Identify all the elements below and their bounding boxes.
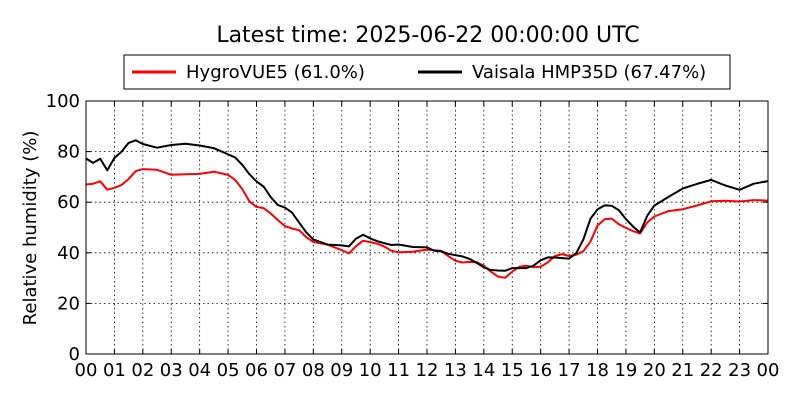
x-tick-label: 06 [245,360,268,381]
x-tick-label: 00 [757,360,780,381]
y-axis-label: Relative humidity (%) [20,131,41,326]
x-tick-label: 00 [75,360,98,381]
x-tick-label: 19 [614,360,637,381]
x-tick-label: 08 [302,360,325,381]
y-tick-label: 100 [46,91,80,112]
x-tick-label: 09 [330,360,353,381]
x-tick-label: 21 [671,360,694,381]
y-tick-label: 0 [69,344,80,365]
x-tick-label: 05 [217,360,240,381]
x-tick-label: 16 [529,360,552,381]
x-tick-label: 14 [472,360,495,381]
legend-label-vaisala: Vaisala HMP35D (67.47%) [472,62,706,83]
y-ticks: 0 20 40 60 80 100 [46,91,768,365]
x-ticks: 00 01 02 03 04 05 06 07 08 09 10 11 12 13 14 15 16 17 18 19… [75,101,780,381]
x-tick-label: 10 [359,360,382,381]
x-tick-label: 15 [501,360,524,381]
y-tick-label: 60 [57,192,80,213]
y-tick-label: 40 [57,243,80,264]
x-tick-label: 03 [160,360,183,381]
x-tick-label: 22 [700,360,723,381]
chart-title: Latest time: 2025-06-22 00:00:00 UTC [216,23,639,48]
y-tick-label: 80 [57,142,80,163]
legend: HygroVUE5 (61.0%) Vaisala HMP35D (67.47%… [123,54,731,90]
grid [86,101,768,354]
x-tick-label: 01 [103,360,126,381]
x-tick-label: 02 [131,360,154,381]
x-tick-label: 04 [188,360,211,381]
x-tick-label: 13 [444,360,467,381]
legend-label-hygrovue5: HygroVUE5 (61.0%) [186,62,365,83]
x-tick-label: 20 [643,360,666,381]
series-group [85,139,769,279]
x-tick-label: 12 [416,360,439,381]
x-tick-label: 23 [728,360,751,381]
x-tick-label: 18 [586,360,609,381]
y-tick-label: 20 [57,293,80,314]
x-tick-label: 07 [273,360,296,381]
x-tick-label: 11 [387,360,410,381]
x-tick-label: 17 [558,360,581,381]
series-line-1 [85,139,769,272]
